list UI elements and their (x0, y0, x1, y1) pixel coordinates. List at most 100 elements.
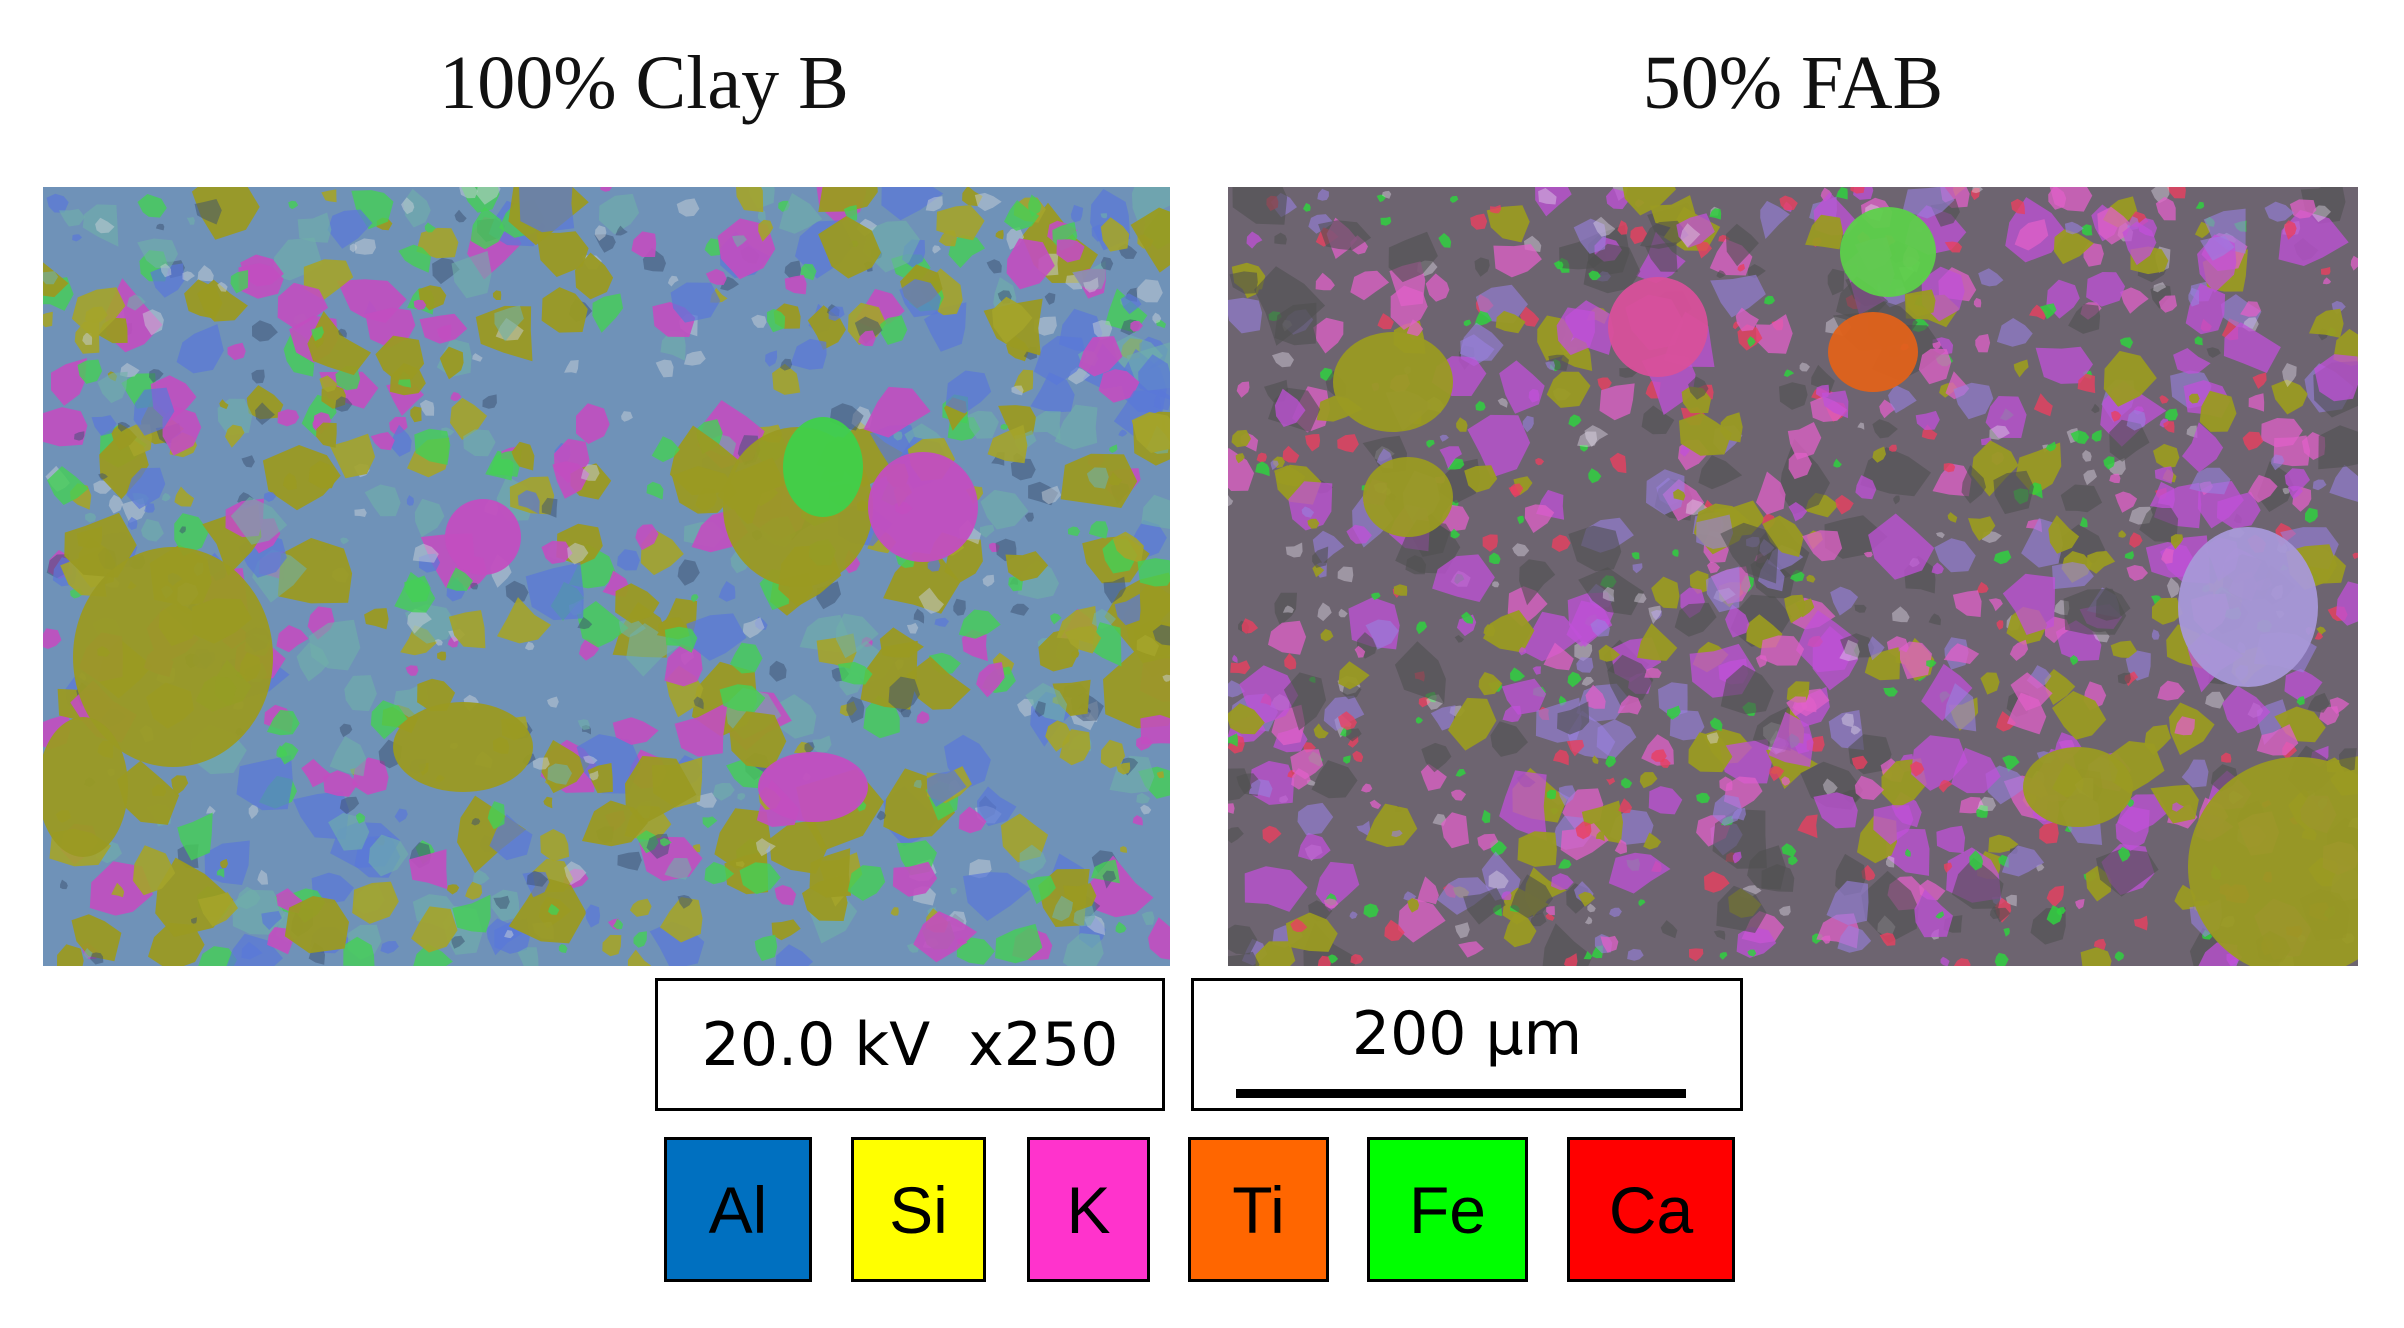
texture (1905, 289, 1936, 317)
texture (2170, 534, 2184, 550)
texture (83, 948, 93, 959)
texture (277, 538, 353, 604)
texture (2070, 430, 2090, 444)
texture (375, 335, 425, 380)
texture (301, 758, 331, 788)
texture (446, 567, 473, 591)
texture (1088, 521, 1109, 539)
texture (1660, 920, 1678, 939)
texture (2009, 639, 2029, 661)
texture (1282, 445, 1300, 463)
texture (1835, 276, 1889, 321)
texture (1716, 885, 1767, 933)
texture (1315, 272, 1335, 291)
texture (1337, 566, 1354, 583)
texture (1109, 444, 1118, 453)
texture (1779, 905, 1791, 916)
texture (1490, 721, 1528, 757)
texture (2002, 573, 2056, 635)
texture (1679, 413, 1732, 456)
texture (548, 903, 560, 915)
texture (126, 294, 146, 311)
texture (899, 279, 941, 318)
texture (961, 629, 988, 662)
texture (1725, 223, 1759, 267)
texture (2153, 282, 2167, 293)
texture (1083, 277, 1099, 293)
texture (1779, 382, 1808, 410)
texture (1137, 558, 1170, 587)
texture (1100, 213, 1108, 219)
texture (1568, 414, 1582, 428)
texture (2007, 692, 2047, 735)
texture (1497, 397, 1508, 408)
texture (2063, 588, 2127, 635)
texture (517, 947, 539, 966)
texture (1720, 664, 1774, 715)
texture (262, 445, 341, 511)
texture (1943, 643, 1980, 664)
texture (1244, 866, 1308, 912)
texture (57, 944, 84, 966)
texture (329, 736, 367, 777)
texture (448, 610, 486, 649)
legend-label: Ti (1232, 1172, 1285, 1247)
texture (1799, 362, 1810, 372)
texture (735, 861, 745, 868)
texture (1873, 805, 1914, 845)
texture (1696, 792, 1710, 804)
texture (524, 641, 535, 651)
texture (150, 263, 185, 298)
texture (1303, 203, 1311, 212)
texture (2163, 421, 2175, 433)
texture (1578, 891, 1596, 907)
texture (541, 540, 573, 564)
texture (1153, 389, 1170, 411)
texture (1850, 725, 1861, 735)
texture (1630, 226, 1648, 245)
texture (1651, 749, 1667, 762)
texture (1719, 952, 1728, 960)
texture (732, 235, 747, 248)
texture (354, 508, 367, 517)
texture (1371, 592, 1381, 601)
texture (1317, 955, 1331, 966)
texture (1274, 302, 1317, 346)
texture (693, 696, 704, 710)
texture (2189, 393, 2200, 404)
texture (932, 245, 941, 254)
texture (1461, 611, 1474, 624)
texture (1054, 404, 1098, 450)
texture (1900, 641, 1932, 680)
texture (416, 227, 459, 259)
texture (704, 238, 723, 256)
texture (354, 238, 376, 255)
texture (457, 795, 526, 874)
texture (730, 642, 763, 674)
texture (659, 897, 703, 943)
texture (463, 429, 496, 457)
texture (1813, 792, 1858, 829)
texture (1120, 293, 1142, 315)
texture (1747, 949, 1757, 957)
texture (1797, 814, 1818, 839)
texture (567, 542, 589, 565)
texture (2115, 806, 2150, 851)
texture (2046, 905, 2063, 925)
texture (1639, 772, 1658, 789)
texture (2093, 938, 2106, 951)
texture (2153, 443, 2180, 468)
texture (1318, 220, 1372, 251)
texture (2014, 219, 2049, 251)
texture (1606, 777, 1616, 786)
texture (818, 216, 881, 279)
texture (712, 783, 735, 801)
texture (413, 943, 453, 966)
texture (564, 861, 587, 885)
texture (1454, 922, 1470, 939)
texture (1648, 605, 1662, 624)
texture (2068, 304, 2101, 334)
texture (216, 868, 225, 878)
texture (1486, 205, 1530, 243)
texture (1361, 783, 1373, 793)
